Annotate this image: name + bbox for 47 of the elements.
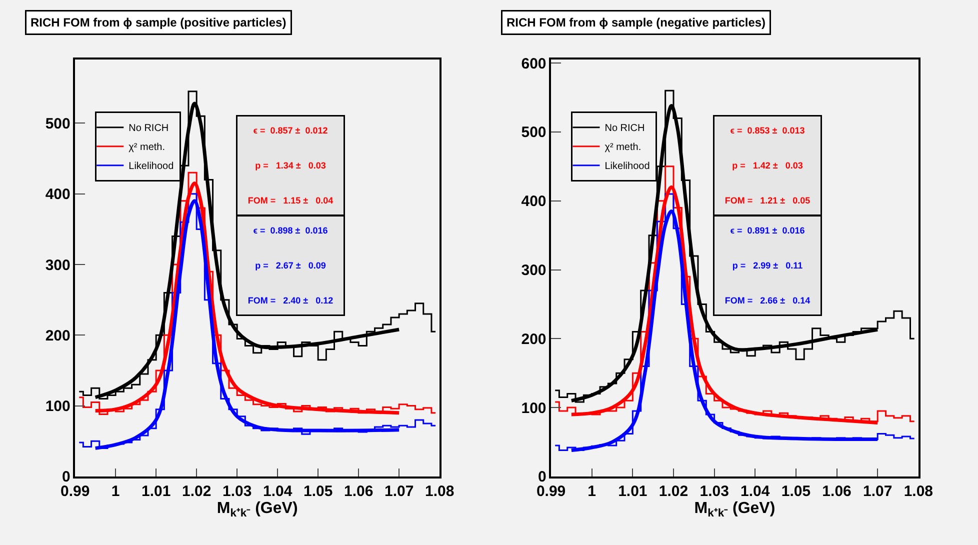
- y-tick-label: 600: [521, 55, 546, 72]
- x-tick-label: 1.07: [384, 483, 414, 500]
- x-tick-label: 0.99: [536, 483, 566, 500]
- x-tick-label: 1: [588, 483, 596, 500]
- legend-label: No RICH: [604, 123, 645, 134]
- x-tick-label: 1.02: [182, 483, 212, 500]
- y-tick-label: 100: [521, 400, 546, 417]
- x-tick-label: 1: [111, 483, 120, 500]
- text: ϵ = 0.891 ± 0.016 p = 2.99 ± 0.11 FOM = 2.66 ± 0.14: [724, 225, 810, 306]
- x-tick-label: 1.05: [781, 483, 811, 500]
- y-tick-label: 200: [45, 327, 70, 344]
- y-tick-label: 100: [45, 398, 70, 416]
- chart-title: RICH FOM from ϕ sample (negative particles): [506, 16, 766, 30]
- legend-label: Likelihood: [604, 161, 650, 172]
- y-tick-label: 200: [521, 330, 546, 348]
- legend-label: χ² meth.: [604, 142, 642, 154]
- y-tick-label: 400: [45, 186, 70, 204]
- x-tick-label: 1.03: [700, 483, 729, 500]
- chart-title: RICH FOM from ϕ sample (positive particles): [30, 16, 286, 30]
- x-tick-label: 1.06: [344, 483, 374, 500]
- x-tick-label: 1.07: [862, 483, 892, 500]
- x-tick-label: 1.02: [658, 483, 688, 500]
- x-tick-label: 1.04: [740, 483, 770, 500]
- x-tick-label: 1.01: [618, 483, 648, 500]
- x-tick-label: 1.05: [303, 483, 333, 500]
- x-tick-label: 1.03: [222, 483, 252, 500]
- y-tick-label: 500: [45, 115, 70, 132]
- x-tick-label: 0.99: [60, 483, 90, 500]
- y-tick-label: 400: [521, 193, 546, 210]
- y-tick-label: 0: [62, 468, 70, 486]
- legend-label: Likelihood: [128, 161, 174, 172]
- x-tick-label: 1.01: [141, 483, 171, 500]
- x-tick-label: 1.08: [904, 483, 934, 500]
- y-tick-label: 300: [45, 256, 70, 274]
- x-tick-label: 1.06: [822, 483, 852, 500]
- text: ϵ = 0.857 ± 0.012 p = 1.34 ± 0.03 FOM = 1.15 ± 0.04: [248, 125, 334, 206]
- y-tick-label: 0: [538, 468, 546, 486]
- y-tick-label: 300: [521, 262, 546, 280]
- legend-label: χ² meth.: [128, 142, 166, 154]
- x-axis-title: M$_{k⁺k⁻}$ (GeV): [216, 500, 298, 520]
- x-tick-label: 1.04: [262, 483, 293, 500]
- x-tick-label: 1.08: [424, 483, 454, 500]
- x-axis-title: M$_{k⁺k⁻}$ (GeV): [694, 500, 776, 520]
- text: ϵ = 0.898 ± 0.016 p = 2.67 ± 0.09 FOM = 2.40 ± 0.12: [248, 225, 334, 306]
- legend-label: No RICH: [128, 123, 169, 134]
- text: ϵ = 0.853 ± 0.013 p = 1.42 ± 0.03 FOM = 1.21 ± 0.05: [724, 125, 810, 206]
- y-tick-label: 500: [521, 124, 546, 142]
